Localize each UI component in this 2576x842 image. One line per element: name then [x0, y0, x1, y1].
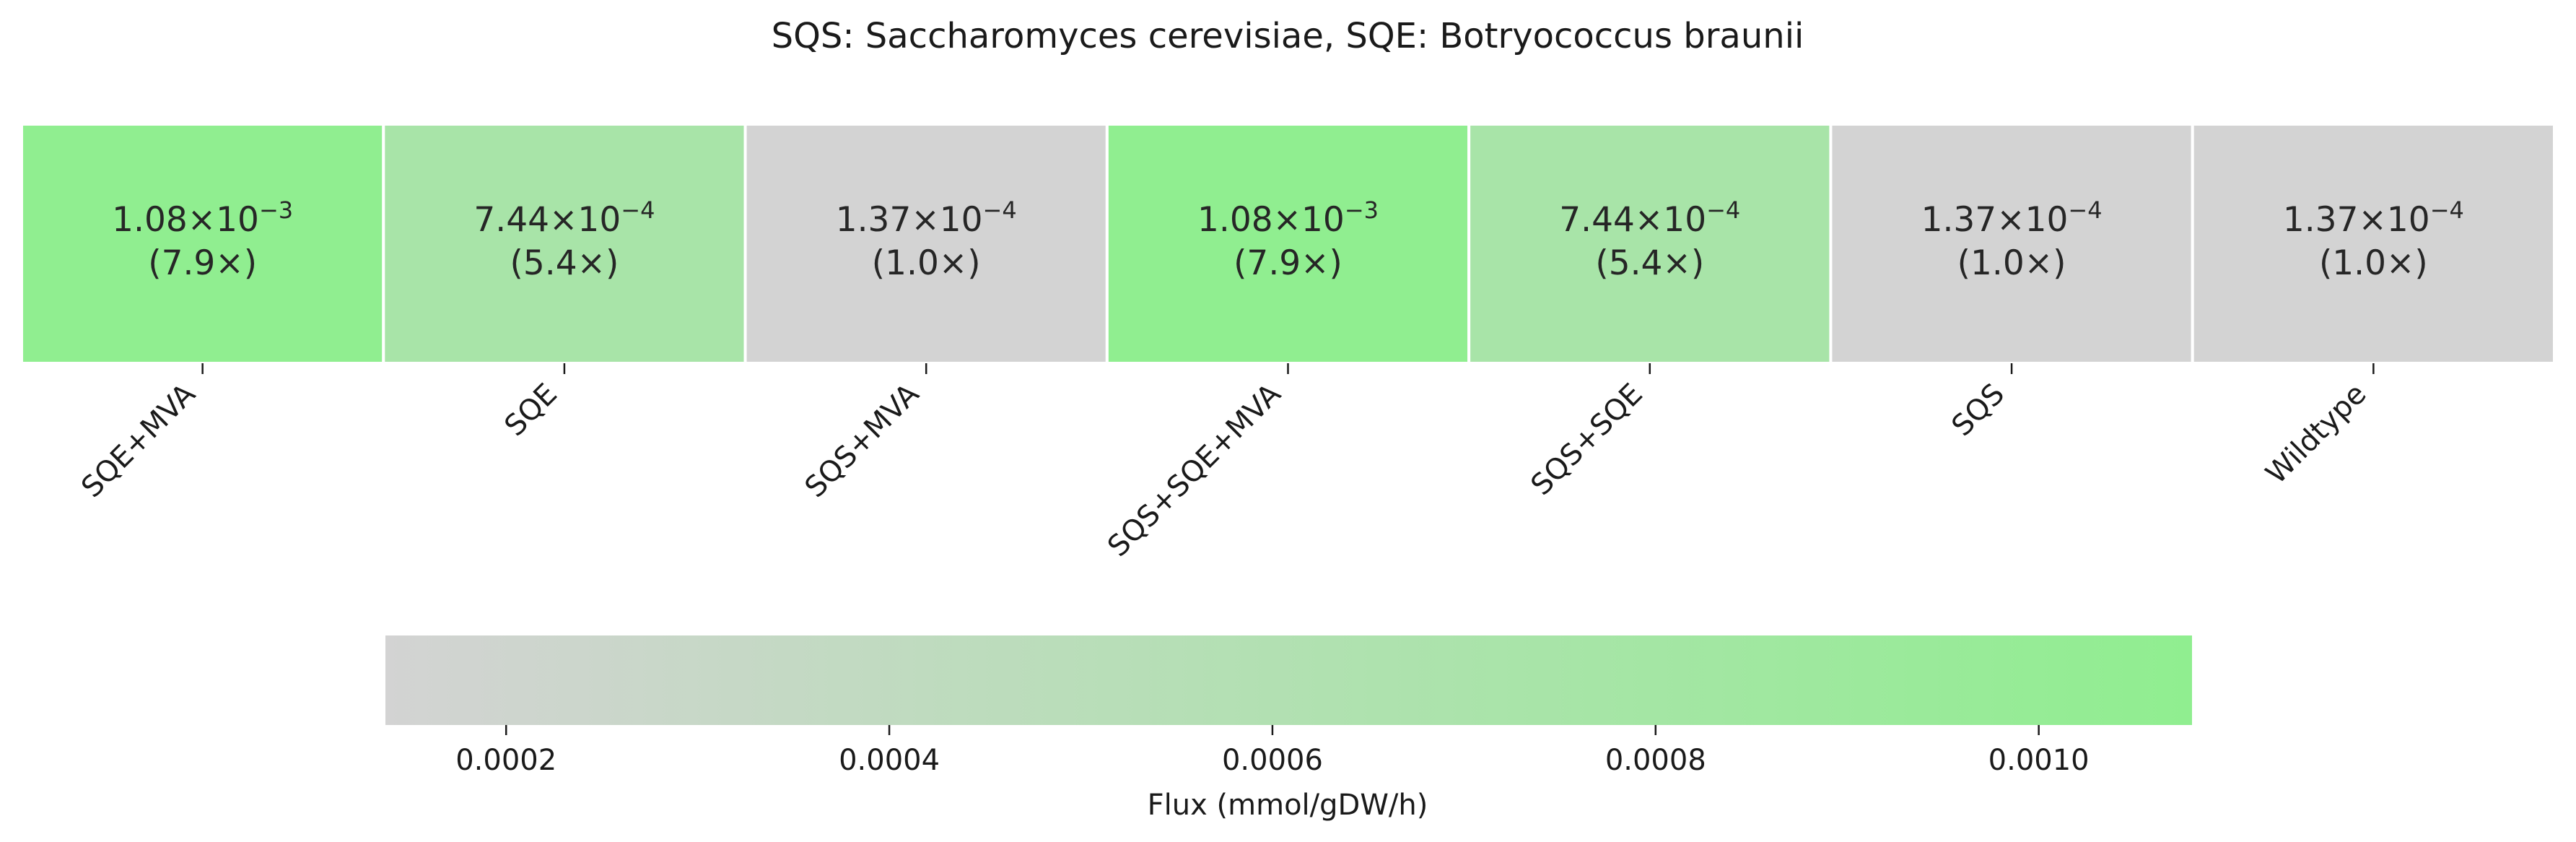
cell-value-label: 1.37×10−4 — [1921, 196, 2103, 240]
heatmap-cell — [20, 123, 385, 365]
cell-value-label: 7.44×10−4 — [473, 196, 655, 240]
heatmap-cell — [1105, 123, 1471, 365]
x-tick-label: SQS — [1945, 378, 2011, 443]
cell-value-label: 1.08×10−3 — [1197, 196, 1379, 240]
x-axis-ticks: SQE+MVA SQE SQS+MVA SQS+SQE+MVA SQS+SQE SQS Wi… — [75, 363, 2375, 563]
cell-value-label: 1.08×10−3 — [112, 196, 293, 240]
cell-fold-label: (7.9×) — [148, 243, 257, 283]
chart-title: SQS: Saccharomyces cerevisiae, SQE: Botr… — [772, 16, 1804, 56]
cell-fold-label: (1.0×) — [872, 243, 981, 283]
x-tick-label: Wildtype — [2260, 378, 2373, 491]
heatmap-cells: 1.08×10−3(7.9×)7.44×10−4(5.4×)1.37×10−4(… — [20, 123, 2557, 365]
cell-fold-label: (1.0×) — [2319, 243, 2428, 283]
colorbar: 0.0002 0.0004 0.0006 0.0008 0.0010 — [385, 635, 2192, 777]
cell-fold-label: (1.0×) — [1957, 243, 2066, 283]
colorbar-tick-label: 0.0010 — [1988, 744, 2090, 777]
cell-fold-label: (5.4×) — [510, 243, 619, 283]
colorbar-tick-label: 0.0008 — [1605, 744, 1706, 777]
x-tick-label: SQE+MVA — [75, 377, 202, 504]
x-tick-label: SQE — [498, 378, 564, 443]
heatmap-cell — [743, 123, 1109, 365]
colorbar-tick-label: 0.0004 — [839, 744, 940, 777]
cell-fold-label: (5.4×) — [1595, 243, 1704, 283]
x-tick-label: SQS+SQE+MVA — [1101, 377, 1288, 563]
x-tick-label: SQS+MVA — [799, 377, 926, 504]
heatmap-cell — [2191, 123, 2557, 365]
cell-value-label: 1.37×10−4 — [2283, 196, 2464, 240]
cell-value-label: 1.37×10−4 — [836, 196, 1017, 240]
colorbar-gradient — [385, 635, 2192, 725]
heatmap-cell — [1829, 123, 2194, 365]
colorbar-tick-label: 0.0002 — [455, 744, 556, 777]
colorbar-label: Flux (mmol/gDW/h) — [1148, 789, 1428, 822]
cell-value-label: 7.44×10−4 — [1559, 196, 1740, 240]
colorbar-tick-label: 0.0006 — [1222, 744, 1323, 777]
cell-fold-label: (7.9×) — [1234, 243, 1342, 283]
x-tick-label: SQS+SQE — [1524, 378, 1649, 502]
